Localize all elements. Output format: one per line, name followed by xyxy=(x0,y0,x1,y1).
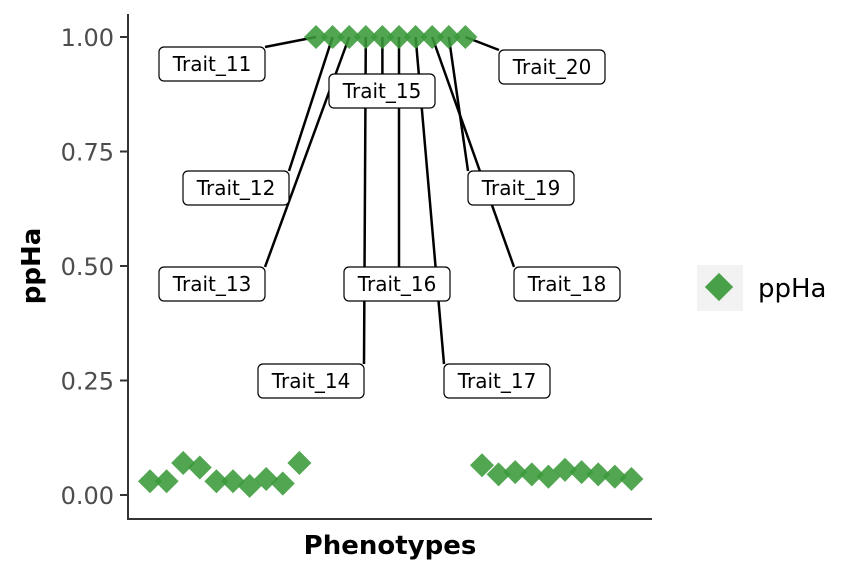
data-point xyxy=(187,455,212,480)
data-point xyxy=(403,24,428,50)
trait-label-text: Trait_15 xyxy=(342,79,422,103)
data-point xyxy=(320,24,345,50)
data-point xyxy=(486,462,511,487)
data-point xyxy=(337,24,362,50)
data-point xyxy=(420,24,445,50)
data-point xyxy=(370,24,395,50)
data-point xyxy=(619,466,644,491)
data-point xyxy=(287,450,312,475)
data-point xyxy=(469,453,495,478)
trait-label-text: Trait_18 xyxy=(527,272,607,296)
trait-label-box xyxy=(513,266,621,302)
trait-label-box xyxy=(158,46,266,82)
data-point xyxy=(204,469,229,494)
trait-label-box xyxy=(443,363,551,399)
y-axis-title: ppHa xyxy=(17,228,47,305)
data-point xyxy=(353,24,378,50)
leader-line xyxy=(263,36,351,268)
trait-label-text: Trait_14 xyxy=(271,369,351,393)
legend-label: ppHa xyxy=(758,274,827,304)
x-axis-title: Phenotypes xyxy=(304,531,477,561)
leader-line xyxy=(447,36,470,172)
leader-line xyxy=(287,36,334,172)
trait-labels: Trait_11 Trait_12 Trait_13 Trait_14 Trait_15… xyxy=(158,46,621,399)
data-point xyxy=(453,24,478,50)
trait-label-text: Trait_16 xyxy=(357,272,437,296)
y-tick-label: 0.00 xyxy=(61,482,114,510)
trait-label-box xyxy=(158,266,266,302)
data-point xyxy=(270,471,295,496)
data-point xyxy=(386,24,412,50)
y-tick-label: 1.00 xyxy=(61,24,114,52)
trait-label-box xyxy=(257,363,365,399)
trait-label-box xyxy=(182,170,290,206)
y-tick-label: 0.50 xyxy=(61,253,114,281)
y-tick-label: 0.75 xyxy=(61,139,114,167)
trait-label-text: Trait_20 xyxy=(512,55,592,79)
data-point xyxy=(436,24,461,50)
leader-line xyxy=(431,36,516,268)
data-point xyxy=(137,469,163,494)
trait-label-box xyxy=(328,73,436,109)
trait-label-text: Trait_17 xyxy=(457,369,537,393)
trait-label-box xyxy=(343,266,451,302)
trait-label-box xyxy=(498,49,606,85)
trait-label-box xyxy=(467,170,575,206)
trait-label-text: Trait_13 xyxy=(172,272,252,296)
y-tick-label: 0.25 xyxy=(61,368,114,396)
data-point xyxy=(303,24,329,50)
data-point xyxy=(154,469,179,494)
trait-label-text: Trait_12 xyxy=(196,176,276,200)
trait-label-text: Trait_19 xyxy=(481,176,561,200)
data-points xyxy=(137,24,644,498)
legend: ppHa xyxy=(697,265,827,311)
legend-key-diamond xyxy=(704,272,734,302)
trait-label-text: Trait_11 xyxy=(172,52,252,76)
y-ticks: 0.00 0.25 0.50 0.75 1.00 xyxy=(61,24,128,510)
